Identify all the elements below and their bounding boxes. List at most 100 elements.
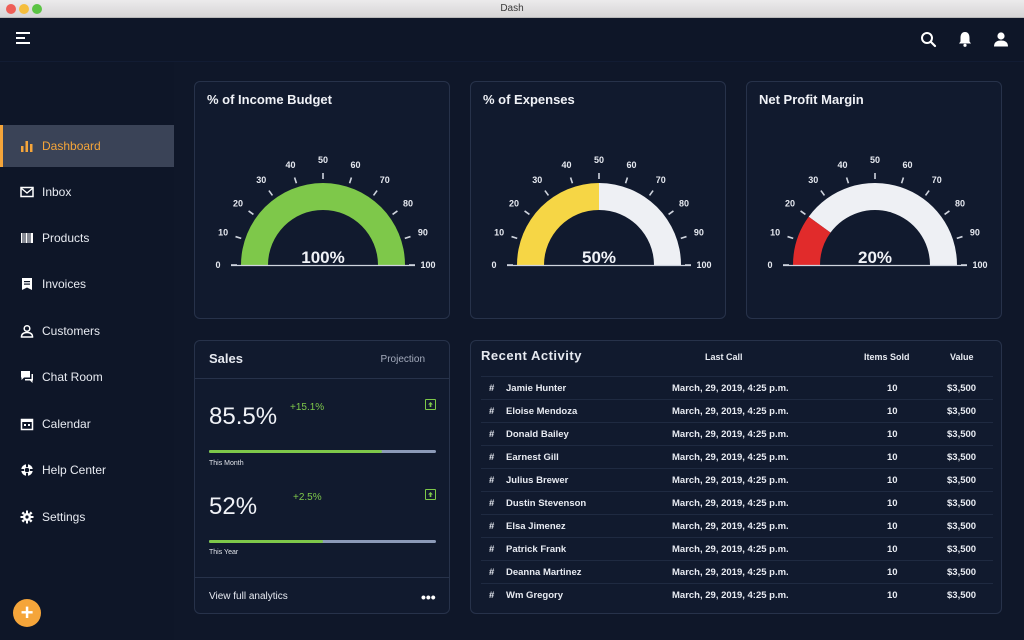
bar-chart-icon	[21, 141, 33, 152]
sidebar-item-chat-room[interactable]: Chat Room	[0, 356, 174, 398]
net-profit-card: 0 10 20 30 40 50 60 70 80 90 100 20% Net Profit Mar…	[746, 81, 1002, 319]
row-hash: #	[489, 429, 495, 440]
add-button[interactable]: +	[13, 599, 41, 627]
recent-activity-card: Recent Activity Last Call Items Sold Val…	[470, 340, 1002, 614]
gauge-tick	[348, 177, 353, 184]
gauge-tick-label: 90	[970, 228, 980, 238]
window-title: Dash	[500, 3, 524, 14]
divider	[195, 577, 450, 578]
gauge-tick-label: 80	[679, 198, 689, 208]
gauge-tick-label: 10	[770, 228, 780, 238]
sidebar-item-settings[interactable]: Settings	[0, 496, 174, 538]
row-last-call: March, 29, 2019, 4:25 p.m.	[672, 475, 789, 486]
projection-tab[interactable]: Projection	[380, 354, 425, 365]
row-hash: #	[489, 567, 495, 578]
gauge-chart: 0 10 20 30 40 50 60 70 80 90 100 20%	[767, 155, 987, 270]
gauge-tick-label: 70	[932, 175, 942, 185]
sidebar-item-label: Help Center	[42, 463, 107, 477]
row-last-call: March, 29, 2019, 4:25 p.m.	[672, 383, 789, 394]
gauge-tick-label: 10	[494, 228, 504, 238]
table-row[interactable]: # Deanna Martinez March, 29, 2019, 4:25 p.…	[481, 560, 993, 583]
row-value: $3,500	[947, 544, 977, 555]
sidebar-item-help-center[interactable]: Help Center	[0, 449, 174, 491]
calendar-icon	[20, 418, 34, 431]
table-row[interactable]: # Jamie Hunter March, 29, 2019, 4:25 p.m. 1…	[481, 376, 993, 399]
row-name: Patrick Frank	[506, 544, 567, 555]
row-items-sold: 10	[887, 429, 898, 440]
gauge-value-arc	[793, 216, 831, 265]
gauge-tick	[820, 190, 826, 196]
row-name: Earnest Gill	[506, 452, 559, 463]
gauge-tick-label: 20	[233, 198, 243, 208]
table-row[interactable]: # Patrick Frank March, 29, 2019, 4:25 p.m.…	[481, 537, 993, 560]
row-items-sold: 10	[887, 544, 898, 555]
search-icon[interactable]	[919, 30, 937, 48]
sidebar-item-inbox[interactable]: Inbox	[0, 171, 174, 213]
gauge-tick-label: 100	[420, 260, 435, 270]
view-analytics-link[interactable]: View full analytics	[209, 591, 288, 602]
more-options-icon[interactable]: •••	[421, 589, 436, 605]
gauge-tick-label: 60	[902, 160, 912, 170]
gauge-value-label: 20%	[858, 248, 892, 267]
sidebar-item-customers[interactable]: Customers	[0, 310, 174, 352]
table-row[interactable]: # Elsa Jimenez March, 29, 2019, 4:25 p.m. 1…	[481, 514, 993, 537]
gauge-tick-label: 60	[626, 160, 636, 170]
table-row[interactable]: # Julius Brewer March, 29, 2019, 4:25 p.m.…	[481, 468, 993, 491]
sidebar-item-calendar[interactable]: Calendar	[0, 403, 174, 445]
zoom-window-button[interactable]	[32, 4, 42, 14]
activity-title: Recent Activity	[481, 348, 582, 363]
table-row[interactable]: # Donald Bailey March, 29, 2019, 4:25 p.m.…	[481, 422, 993, 445]
mail-icon	[20, 186, 34, 198]
sidebar-item-label: Invoices	[42, 277, 87, 291]
trend-up-icon[interactable]	[425, 399, 436, 410]
gauge-tick-label: 0	[491, 260, 496, 270]
gauge-tick	[544, 190, 550, 196]
row-value: $3,500	[947, 590, 977, 601]
sidebar-item-products[interactable]: Products	[0, 217, 174, 259]
user-icon	[20, 324, 34, 338]
gauge-tick	[372, 190, 378, 196]
row-hash: #	[489, 452, 495, 463]
table-row[interactable]: # Earnest Gill March, 29, 2019, 4:25 p.m. 1…	[481, 445, 993, 468]
bell-icon[interactable]	[956, 30, 974, 48]
sidebar-item-invoices[interactable]: Invoices	[0, 263, 174, 305]
year-progress-fill	[209, 540, 323, 543]
table-row[interactable]: # Wm Gregory March, 29, 2019, 4:25 p.m. 10 $…	[481, 583, 993, 606]
gauge-tick-label: 30	[532, 175, 542, 185]
month-label: This Month	[209, 460, 244, 467]
expenses-card: 0 10 20 30 40 50 60 70 80 90 100 50% % of Expenses	[470, 81, 726, 319]
table-row[interactable]: # Dustin Stevenson March, 29, 2019, 4:25 p…	[481, 491, 993, 514]
gauge-tick-label: 100	[972, 260, 987, 270]
close-window-button[interactable]	[6, 4, 16, 14]
card-title: Net Profit Margin	[759, 92, 864, 107]
user-icon[interactable]	[992, 30, 1010, 48]
sidebar: Dashboard Inbox Products Invoices Custom…	[0, 62, 174, 640]
divider	[195, 378, 450, 379]
menu-icon[interactable]	[16, 32, 30, 44]
row-hash: #	[489, 544, 495, 555]
row-name: Wm Gregory	[506, 590, 564, 601]
gauge-tick	[924, 190, 930, 196]
income-budget-card: 0 10 20 30 40 50 60 70 80 90 100 100% % of Income B…	[194, 81, 450, 319]
row-value: $3,500	[947, 452, 977, 463]
gauge-tick	[680, 235, 687, 240]
gauge-tick-label: 80	[403, 198, 413, 208]
gauge-tick	[569, 177, 574, 184]
row-hash: #	[489, 383, 495, 394]
row-items-sold: 10	[887, 475, 898, 486]
gauge-tick-label: 40	[562, 160, 572, 170]
trend-up-icon[interactable]	[425, 489, 436, 500]
gauge-tick-label: 80	[955, 198, 965, 208]
row-hash: #	[489, 590, 495, 601]
top-bar	[0, 18, 1024, 62]
row-value: $3,500	[947, 406, 977, 417]
sidebar-item-dashboard[interactable]: Dashboard	[0, 125, 174, 167]
minimize-window-button[interactable]	[19, 4, 29, 14]
gauge-tick-label: 70	[380, 175, 390, 185]
row-hash: #	[489, 475, 495, 486]
gauge-tick-label: 50	[870, 155, 880, 165]
row-value: $3,500	[947, 383, 977, 394]
table-row[interactable]: # Eloise Mendoza March, 29, 2019, 4:25 p.m…	[481, 399, 993, 422]
month-change: +15.1%	[290, 402, 325, 413]
gauge-tick	[648, 190, 654, 196]
